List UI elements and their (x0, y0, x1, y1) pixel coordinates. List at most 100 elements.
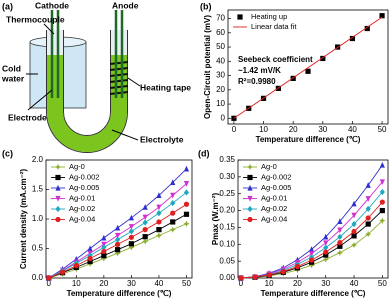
legend-label: Ag-0.04 (69, 214, 95, 223)
marker (142, 214, 148, 221)
marker (379, 207, 385, 214)
marker (170, 192, 176, 199)
marker (87, 245, 93, 252)
marker (170, 219, 176, 225)
y-tick-label: 30 (216, 71, 225, 80)
panel-label: (a) (2, 1, 13, 11)
plot-frame (237, 159, 389, 279)
marker (351, 200, 357, 207)
marker (365, 231, 372, 238)
y-tick-label: 0.0 (32, 273, 44, 282)
x-tick-label: 50 (378, 279, 387, 288)
legend-label: Ag-0 (69, 162, 85, 171)
marker (170, 179, 176, 186)
marker (308, 246, 315, 252)
legend-label: Ag-0.002 (69, 172, 99, 181)
y-tick-label: 0.5 (32, 244, 44, 253)
marker (238, 275, 244, 281)
legend-marker (246, 163, 254, 171)
marker (308, 257, 315, 263)
annotation: R²=0.9980 (238, 77, 276, 86)
x-tick-label: 40 (154, 279, 163, 288)
y-tick-label: 0.35 (219, 155, 235, 164)
marker (183, 201, 190, 207)
marker (115, 224, 121, 231)
x-axis-label: Temperature difference (℃) (261, 289, 366, 298)
marker (379, 217, 386, 224)
marker (170, 199, 176, 207)
x-tick-label: 0 (239, 279, 244, 288)
series-line (233, 16, 383, 119)
legend-label: Ag-0.005 (261, 183, 291, 192)
marker (101, 248, 107, 255)
x-tick-label: 50 (378, 125, 387, 134)
legend-marker (55, 216, 61, 223)
marker (351, 212, 357, 219)
x-tick-label: 20 (293, 279, 302, 288)
marker (115, 236, 121, 243)
marker (349, 35, 356, 42)
marker (142, 234, 148, 240)
marker (169, 226, 176, 233)
label-cathode: Cathode (35, 0, 69, 10)
y-tick-label: 0.10 (219, 239, 235, 248)
x-axis-label: Temperature difference (℃) (67, 289, 172, 298)
marker (365, 182, 371, 188)
marker (350, 241, 358, 249)
legend-marker (247, 184, 253, 191)
y-axis-label: Current density (mA.cm⁻²) (19, 169, 28, 270)
marker (46, 275, 52, 281)
marker (156, 192, 162, 198)
panel-label: (d) (198, 148, 210, 158)
legend-label: Heating up (251, 12, 287, 21)
x-tick-label: 50 (182, 279, 191, 288)
y-tick-label: 60 (216, 28, 225, 37)
y-tick-label: 1.5 (32, 185, 44, 194)
legend-marker (247, 216, 253, 223)
marker (305, 68, 311, 74)
marker (128, 244, 135, 251)
label-anode: Anode (112, 0, 139, 10)
legend-marker (237, 14, 243, 20)
y-tick-label: 0.15 (219, 223, 235, 232)
marker (87, 255, 93, 262)
marker (101, 244, 107, 251)
legend-marker (247, 205, 253, 213)
y-tick-label: 20 (216, 85, 225, 94)
marker (142, 219, 148, 226)
marker (155, 232, 163, 239)
x-tick-label: 30 (127, 279, 136, 288)
marker (183, 189, 190, 196)
marker (183, 165, 190, 172)
label-heating-tape: Heating tape (140, 82, 191, 92)
marker (280, 268, 286, 275)
x-tick-label: 40 (348, 125, 357, 134)
marker (73, 263, 79, 269)
x-tick-label: 10 (72, 279, 81, 288)
marker (365, 221, 371, 227)
marker (183, 211, 190, 217)
marker (337, 227, 343, 234)
plot-frame (45, 159, 193, 279)
diagram: (a) Cathode Anode Thermocouple Cold wate… (1, 0, 191, 153)
legend-label: Ag-0 (261, 162, 277, 171)
x-axis-label: Temperature difference (℃) (256, 135, 361, 144)
x-tick-label: 20 (99, 279, 108, 288)
legend-marker (55, 184, 61, 191)
annotation: ~1.42 mV/K (238, 66, 281, 75)
panel-label: (b) (200, 1, 212, 11)
marker (128, 234, 134, 240)
marker (156, 219, 162, 225)
legend-marker (55, 174, 61, 181)
y-tick-label: 10 (216, 99, 225, 108)
marker (114, 250, 121, 257)
arrows (26, 23, 141, 141)
marker (156, 210, 162, 217)
marker (101, 234, 107, 241)
marker (142, 227, 148, 233)
plot-frame (227, 9, 389, 125)
marker (128, 241, 134, 247)
marker (323, 233, 329, 240)
marker (351, 228, 357, 235)
